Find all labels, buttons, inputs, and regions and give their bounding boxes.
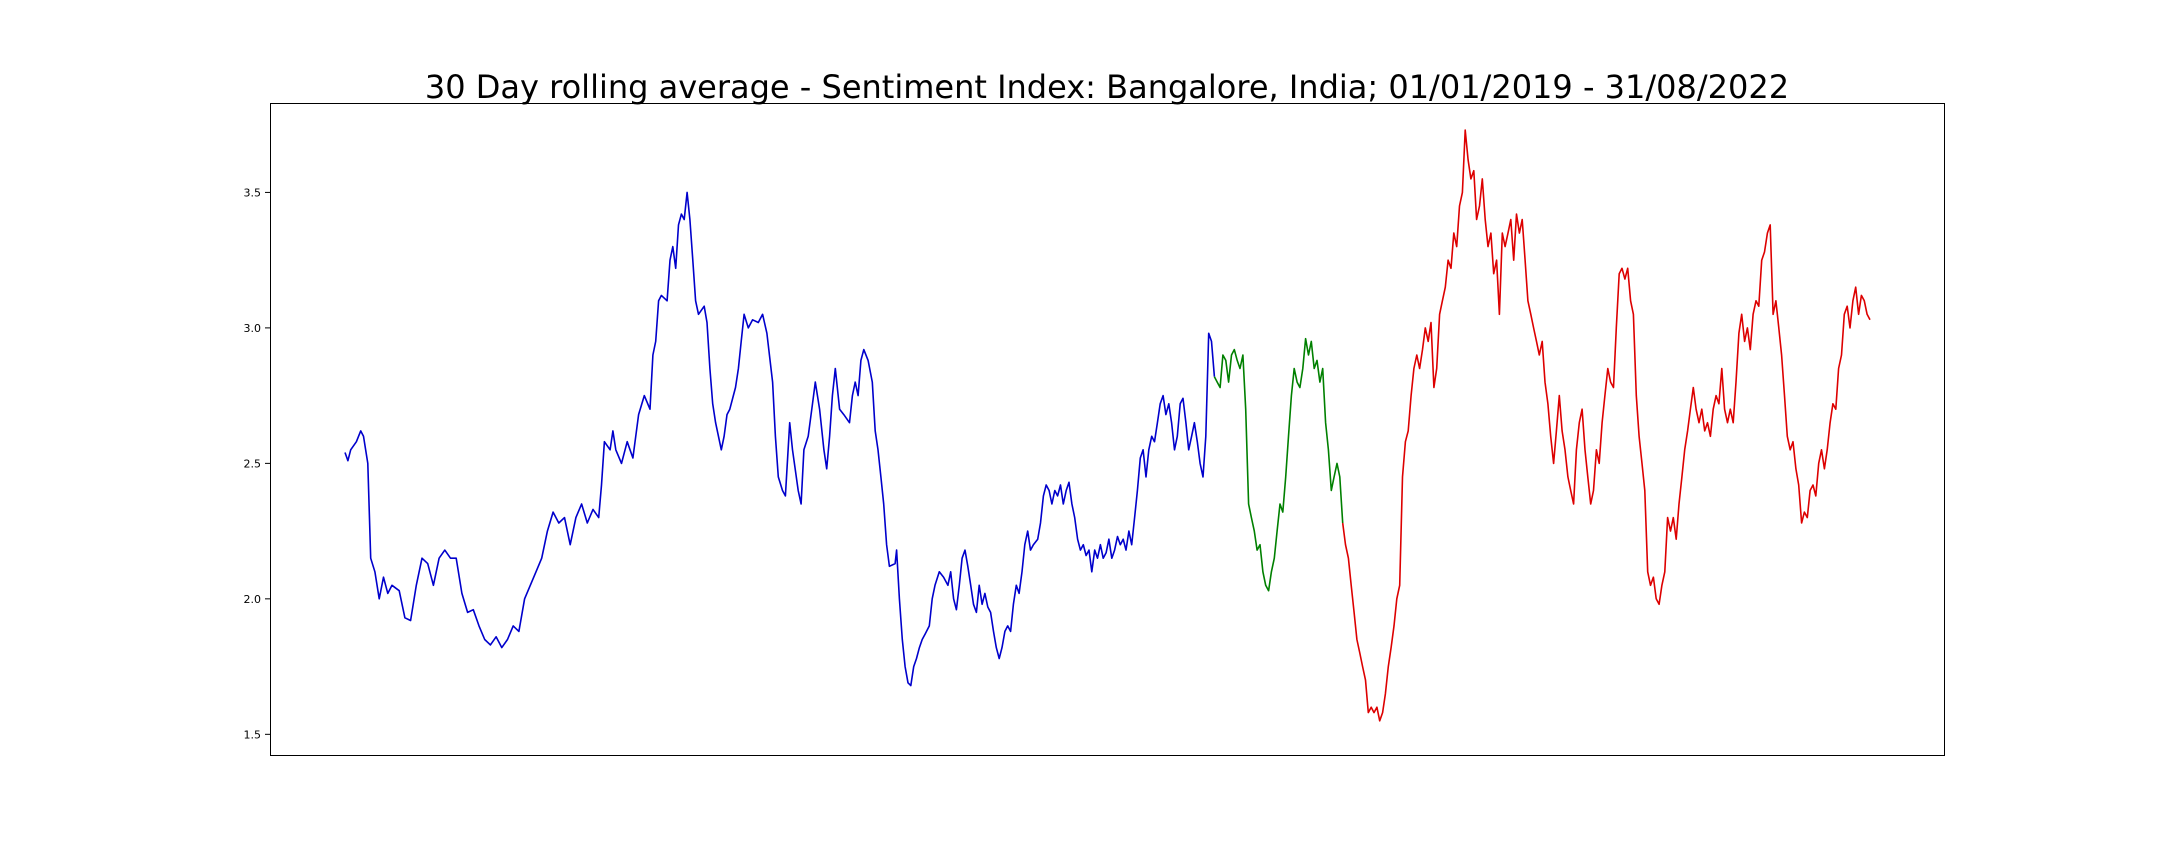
y-tick-label: 2.5 (244, 457, 262, 470)
y-tick-label: 1.5 (244, 728, 262, 741)
series-line-1 (344, 191, 1216, 687)
y-tick-label: 2.0 (244, 593, 262, 606)
series-line-2 (1213, 337, 1344, 592)
plot-area-frame (270, 103, 1945, 756)
y-tick-label: 3.0 (244, 322, 262, 335)
series-group (344, 129, 1871, 722)
series-line-3 (1341, 129, 1871, 722)
y-axis: 1.5 2.0 2.5 3.0 3.5 (244, 186, 270, 741)
chart-title: 30 Day rolling average - Sentiment Index… (425, 68, 1789, 106)
y-tick-label: 3.5 (244, 186, 262, 199)
